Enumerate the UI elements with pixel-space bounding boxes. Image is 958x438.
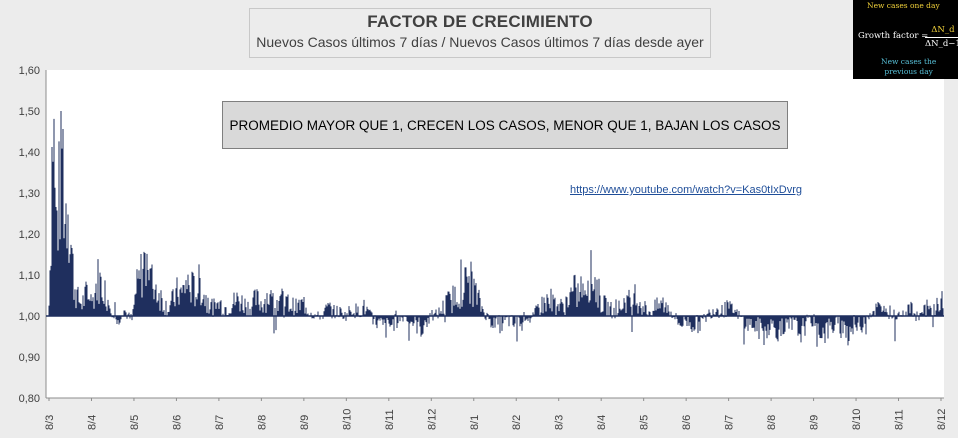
chart-title: FACTOR DE CRECIMIENTO [367, 12, 593, 31]
chart-subtitle: Nuevos Casos últimos 7 días / Nuevos Cas… [256, 34, 704, 50]
annotation-text: PROMEDIO MAYOR QUE 1, CRECEN LOS CASOS, … [229, 117, 781, 133]
y-tick-label: 1,40 [19, 147, 40, 159]
formula-label: Growth factor = [858, 31, 929, 41]
series-bars [47, 111, 944, 347]
y-tick-label: 1,20 [19, 229, 40, 241]
x-tick-label: 8/8 [766, 415, 778, 430]
x-tick-label: 8/12 [936, 409, 948, 430]
formula-denominator: ΔN_d−1 [925, 39, 958, 49]
x-tick-label: 8/9 [809, 415, 821, 430]
formula-numerator: ΔN_d [931, 25, 955, 35]
x-tick-label: 8/11 [894, 409, 906, 430]
youtube-link[interactable]: https://www.youtube.com/watch?v=Kas0tIxD… [570, 184, 803, 196]
x-tick-label: 8/4 [86, 415, 98, 430]
x-tick-label: 8/3 [44, 415, 56, 430]
formula-top-note: New cases one day [867, 1, 940, 10]
x-tick-label: 8/6 [171, 415, 183, 430]
formula-bottom-note-line1: New cases the [881, 57, 937, 66]
y-tick-label: 1,30 [19, 188, 40, 200]
x-tick-label: 8/8 [256, 415, 268, 430]
x-tick-label: 8/11 [384, 409, 396, 430]
x-tick-label: 8/7 [214, 415, 226, 430]
x-tick-label: 8/7 [724, 415, 736, 430]
x-tick-label: 8/4 [596, 415, 608, 430]
x-tick-label: 8/10 [341, 409, 353, 430]
x-tick-label: 8/2 [511, 415, 523, 430]
x-tick-label: 8/12 [426, 409, 438, 430]
y-tick-label: 0,80 [19, 393, 40, 405]
x-tick-label: 8/1 [469, 415, 481, 430]
y-tick-label: 1,00 [19, 311, 40, 323]
y-tick-label: 1,60 [19, 65, 40, 77]
y-tick-label: 0,90 [19, 352, 40, 364]
formula-bottom-note-line2: previous day [884, 67, 933, 76]
y-tick-label: 1,10 [19, 270, 40, 282]
formula-bottom-note: New cases the previous day [881, 57, 936, 77]
x-tick-label: 8/3 [554, 415, 566, 430]
x-tick-label: 8/5 [639, 415, 651, 430]
formula-fraction: ΔN_d ΔN_d−1 [925, 25, 958, 50]
x-tick-label: 8/5 [129, 415, 141, 430]
x-tick-label: 8/6 [681, 415, 693, 430]
y-tick-label: 1,50 [19, 106, 40, 118]
growth-factor-formula-image: New cases one day Growth factor = ΔN_d Δ… [853, 0, 958, 79]
x-tick-label: 8/10 [851, 409, 863, 430]
annotation-box: PROMEDIO MAYOR QUE 1, CRECEN LOS CASOS, … [222, 101, 788, 149]
x-tick-label: 8/9 [299, 415, 311, 430]
chart-title-box: FACTOR DE CRECIMIENTO Nuevos Casos últim… [249, 8, 711, 58]
